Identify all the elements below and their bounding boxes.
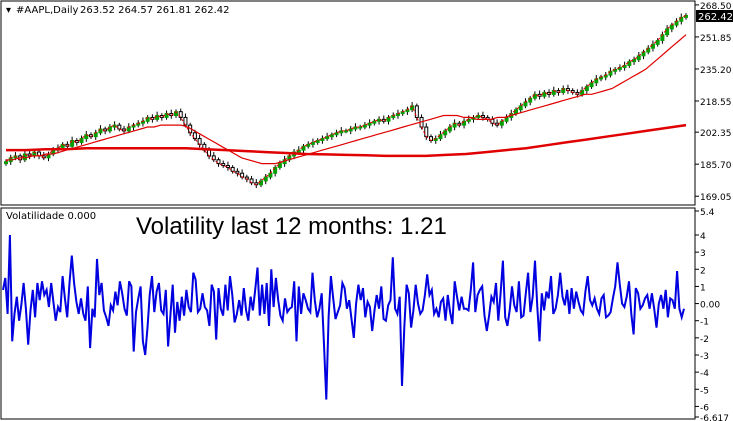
chart-title-icon: ▾ (6, 5, 11, 16)
price-axis: 268.50 251.85 235.20 218.55 202.35 185.70 169.… (695, 2, 732, 203)
bull-candle (636, 55, 641, 61)
indicator-axis-label: 5.4 (700, 208, 715, 218)
indicator-panel-frame (0, 207, 696, 420)
price-axis-label: 268.50 (700, 2, 732, 12)
bull-candle (438, 134, 443, 140)
bear-candle (178, 111, 183, 118)
bull-candle (655, 39, 660, 45)
bull-candle (580, 89, 585, 95)
moving-average-slow (6, 123, 687, 158)
price-axis-label: 235.20 (700, 66, 732, 76)
indicator-axis-label: -2 (700, 335, 709, 345)
bull-candle (632, 59, 637, 63)
indicator-axis-label: -1 (700, 318, 709, 328)
moving-average-fast (6, 34, 687, 165)
volatility-series (2, 234, 685, 400)
bull-candle (665, 28, 670, 36)
ohlc-values: 263.52 264.57 261.81 262.42 (80, 5, 230, 16)
bull-candle (532, 93, 537, 99)
indicator-axis-label: 1 (700, 283, 706, 293)
bull-candle (627, 61, 632, 66)
bear-candle (414, 105, 419, 118)
volatility-annotation: Volatility last 12 months: 1.21 (136, 213, 447, 240)
bull-candle (344, 130, 348, 133)
bull-candle (277, 163, 282, 168)
indicator-label: Volatilidade 0.000 (6, 211, 96, 222)
bull-candle (4, 161, 8, 165)
volatility-line (2, 234, 685, 400)
price-axis-label: 169.05 (700, 193, 732, 203)
bull-candle (650, 43, 655, 49)
bear-candle (490, 118, 495, 124)
bear-candle (117, 124, 122, 130)
bull-candle (542, 91, 547, 97)
bull-candle (589, 82, 594, 88)
bull-candle (263, 176, 268, 182)
price-axis-label: 218.55 (700, 98, 732, 108)
bull-candle (22, 153, 27, 161)
bull-candle (372, 120, 377, 124)
bull-candle (329, 134, 334, 138)
indicator-axis-label: -4 (700, 369, 709, 379)
indicator-axis: 5.4 4 3 2 1 0.00 -1 -2 -3 -4 -5 -6-6.617 (695, 208, 729, 421)
bull-candle (301, 145, 306, 151)
price-series (4, 13, 688, 189)
bull-candle (362, 124, 367, 128)
bull-candle (367, 122, 372, 126)
bull-candle (155, 115, 160, 120)
bear-candle (235, 170, 240, 174)
bull-candle (523, 101, 528, 107)
price-axis-label: 251.85 (700, 34, 732, 44)
current-price-label: 262.42 (698, 12, 733, 23)
bull-candle (443, 130, 448, 136)
bear-candle (192, 132, 197, 140)
bull-candle (348, 128, 353, 132)
bull-candle (70, 140, 75, 147)
bull-candle (273, 166, 278, 174)
indicator-axis-label: 3 (700, 249, 706, 259)
price-axis-label: 185.70 (700, 161, 732, 171)
symbol-title: #AAPL,Daily (16, 5, 79, 16)
bull-candle (259, 180, 263, 186)
indicator-axis-label: 2 (700, 266, 706, 276)
indicator-axis-label: -6 (700, 403, 709, 413)
indicator-axis-label: 4 (700, 232, 706, 242)
bull-candle (334, 132, 339, 136)
bear-candle (216, 159, 221, 165)
price-panel-frame (0, 0, 696, 206)
indicator-axis-label: -6.617 (700, 414, 729, 421)
current-price-tag: 262.42 (696, 10, 733, 23)
indicator-axis-label: -3 (700, 352, 709, 362)
bull-candle (107, 126, 112, 132)
bull-candle (518, 105, 523, 111)
bull-candle (358, 126, 363, 129)
bull-candle (79, 138, 84, 143)
price-axis-label: 202.35 (700, 129, 732, 139)
indicator-axis-label: 0.00 (700, 301, 720, 311)
bear-candle (230, 166, 235, 172)
bear-candle (424, 126, 429, 138)
indicator-axis-label: -5 (700, 386, 709, 396)
ema-dashed-line (5, 15, 687, 186)
bull-candle (584, 86, 589, 91)
